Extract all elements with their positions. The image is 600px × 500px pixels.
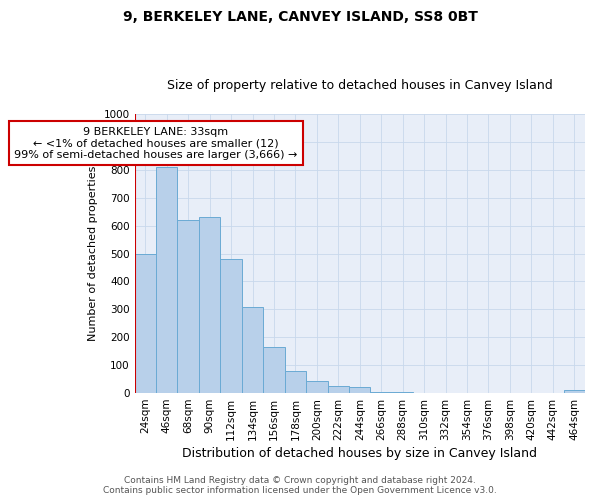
Bar [156, 167, 178, 393]
X-axis label: Distribution of detached houses by size in Canvey Island: Distribution of detached houses by size … [182, 447, 537, 460]
Bar [328, 386, 349, 393]
Bar [392, 392, 413, 393]
Bar [199, 218, 220, 393]
Bar [349, 388, 370, 393]
Y-axis label: Number of detached properties: Number of detached properties [88, 166, 98, 341]
Bar [220, 259, 242, 393]
Bar [134, 254, 156, 393]
Bar [242, 306, 263, 393]
Text: 9 BERKELEY LANE: 33sqm
← <1% of detached houses are smaller (12)
99% of semi-det: 9 BERKELEY LANE: 33sqm ← <1% of detached… [14, 126, 298, 160]
Bar [178, 220, 199, 393]
Bar [284, 370, 306, 393]
Title: Size of property relative to detached houses in Canvey Island: Size of property relative to detached ho… [167, 79, 553, 92]
Bar [306, 380, 328, 393]
Text: 9, BERKELEY LANE, CANVEY ISLAND, SS8 0BT: 9, BERKELEY LANE, CANVEY ISLAND, SS8 0BT [122, 10, 478, 24]
Text: Contains HM Land Registry data © Crown copyright and database right 2024.
Contai: Contains HM Land Registry data © Crown c… [103, 476, 497, 495]
Bar [370, 392, 392, 393]
Bar [263, 347, 284, 393]
Bar [563, 390, 585, 393]
